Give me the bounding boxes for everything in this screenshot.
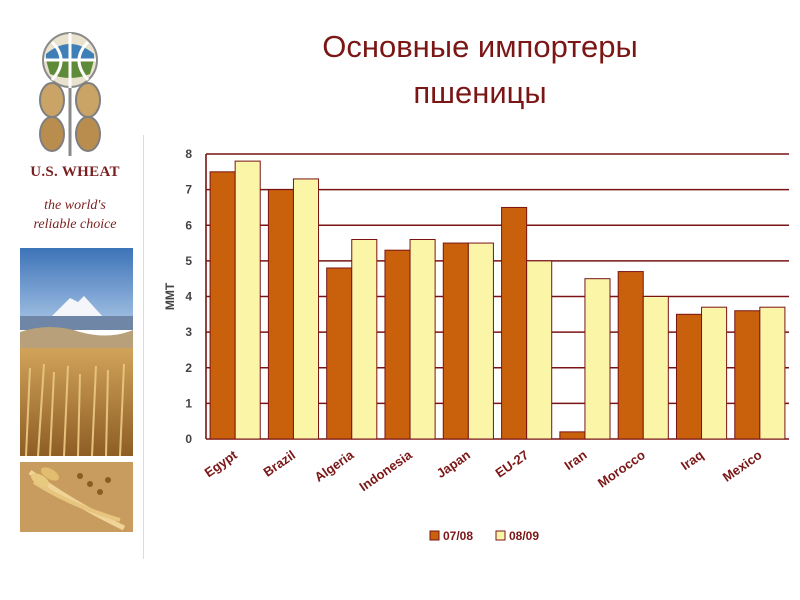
- bar-eu-27-0809: [526, 260, 553, 440]
- bar-mexico-0708: [734, 310, 761, 440]
- x-tick-label: EU-27: [492, 447, 531, 480]
- y-tick-label: 7: [185, 183, 192, 197]
- bar-indonesia-0809: [409, 239, 436, 440]
- brand-tagline: the world's reliable choice: [0, 196, 150, 234]
- legend-swatch: [429, 530, 440, 541]
- y-tick-label: 2: [185, 361, 192, 375]
- bar-egypt-0809: [234, 160, 261, 440]
- bar-mexico-0809: [759, 306, 786, 440]
- bar-brazil-0708: [267, 189, 294, 440]
- bar-japan-0809: [467, 242, 494, 440]
- bar-iraq-0708: [675, 313, 703, 440]
- y-axis-label: MMT: [163, 282, 177, 310]
- bar-egypt-0708: [209, 171, 236, 440]
- y-tick-label: 5: [185, 254, 192, 268]
- bar-iran-0708: [559, 431, 586, 440]
- brand-name: U.S. WHEAT: [30, 164, 120, 180]
- x-tick-label: Iran: [561, 447, 589, 473]
- bar-brazil-0809: [292, 178, 320, 440]
- bar-japan-0708: [442, 242, 469, 440]
- bar-chart: 0 1 2 3 4 5 6 7 8 MMT Egypt Brazil Algeria Indonesia J…: [163, 147, 789, 543]
- y-tick-label: 3: [185, 325, 192, 339]
- wheat-field-photo: [20, 248, 133, 456]
- legend-swatch: [495, 530, 506, 541]
- tagline-line1: the world's: [44, 198, 106, 213]
- x-tick-label: Japan: [434, 447, 473, 481]
- tagline-line2: reliable choice: [33, 217, 117, 232]
- x-tick-label: Brazil: [260, 447, 298, 480]
- y-tick-label: 0: [185, 432, 192, 446]
- us-wheat-logo: [39, 32, 101, 156]
- y-tick-label: 1: [185, 396, 192, 410]
- x-tick-label: Indonesia: [356, 447, 415, 495]
- wheat-grain-photo: [20, 462, 133, 532]
- bar-indonesia-0708: [384, 249, 411, 440]
- legend-label: 07/08: [443, 529, 473, 543]
- sidebar: U.S. WHEAT the world's reliable choice: [0, 0, 140, 600]
- chart-panel: 0 1 2 3 4 5 6 7 8 MMT Egypt Brazil Algeria Indonesia J…: [143, 135, 800, 559]
- bar-morocco-0809: [642, 296, 669, 440]
- title-line1: Основные импортеры: [322, 29, 638, 64]
- page-title: Основные импортеры пшеницы: [170, 24, 790, 116]
- x-tick-label: Iraq: [678, 447, 706, 473]
- y-tick-label: 6: [185, 218, 192, 232]
- x-tick-label: Mexico: [720, 447, 765, 485]
- x-tick-label: Egypt: [202, 447, 241, 480]
- bar-iran-0809: [584, 278, 611, 440]
- bar-morocco-0708: [617, 271, 644, 440]
- title-line2: пшеницы: [413, 75, 547, 110]
- x-tick-label: Algeria: [312, 447, 357, 485]
- bar-iraq-0809: [701, 306, 728, 440]
- bar-algeria-0809: [351, 239, 378, 440]
- bar-algeria-0708: [326, 267, 353, 440]
- y-tick-label: 8: [185, 147, 192, 161]
- x-tick-label: Morocco: [595, 447, 648, 490]
- y-tick-label: 4: [185, 290, 192, 304]
- legend-label: 08/09: [509, 529, 539, 543]
- bar-eu-27-0708: [501, 206, 528, 440]
